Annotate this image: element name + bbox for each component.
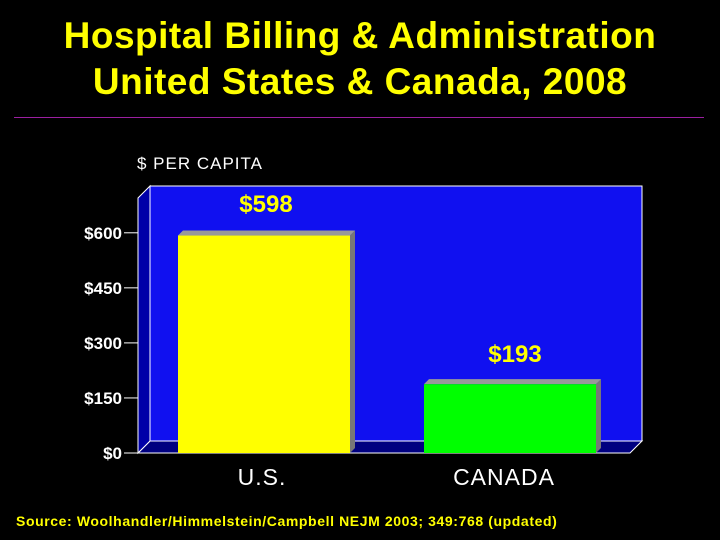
x-tick-label-canada: CANADA	[453, 464, 555, 490]
plot-side-wall	[137, 184, 151, 455]
y-axis-label: $ PER CAPITA	[137, 154, 263, 173]
x-tick-label-us: U.S.	[238, 464, 287, 490]
bar-canada-side	[596, 379, 601, 453]
title-divider	[14, 117, 704, 118]
chart-title-line1: Hospital Billing & Administration	[63, 15, 657, 56]
bar-us	[178, 235, 350, 453]
y-tick-label-0: $0	[103, 444, 122, 463]
bar-us-value-label: $598	[239, 191, 292, 218]
chart-title-line2: United States & Canada, 2008	[92, 61, 628, 102]
bar-canada	[424, 384, 596, 453]
bar-canada-value-label: $193	[488, 341, 541, 368]
y-tick-label-300: $300	[84, 334, 122, 353]
bar-canada-top	[424, 379, 601, 385]
source-note: Source: Woolhandler/Himmelstein/Campbell…	[16, 513, 558, 529]
y-tick-label-450: $450	[84, 279, 122, 298]
bar-us-side	[350, 230, 355, 453]
bar-us-top	[178, 230, 355, 236]
y-tick-label-600: $600	[84, 224, 122, 243]
y-tick-label-150: $150	[84, 389, 122, 408]
